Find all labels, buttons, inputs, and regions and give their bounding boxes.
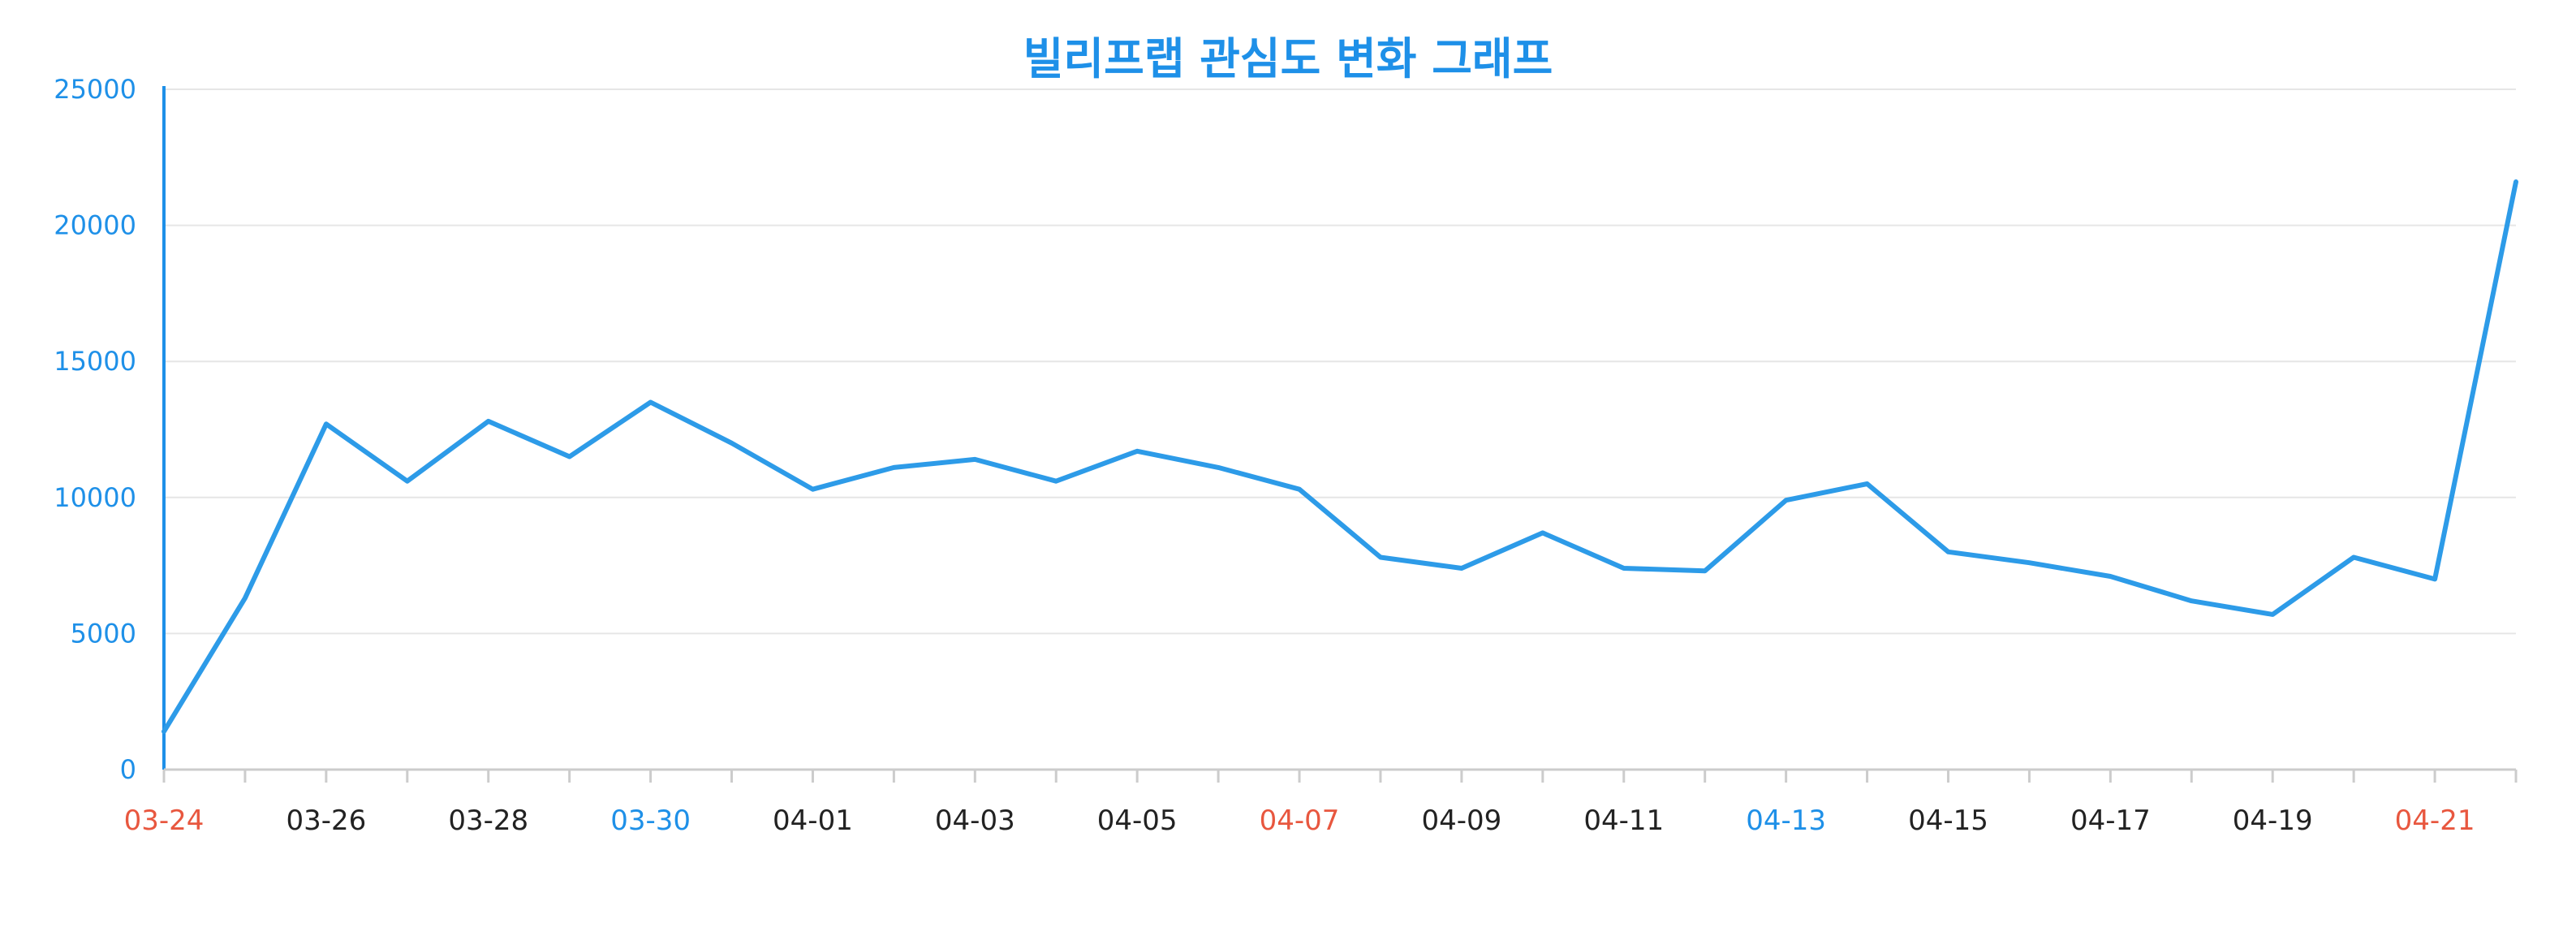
series-layer (162, 179, 2518, 735)
y-tick-label: 0 (120, 754, 136, 785)
x-tick-label: 04-05 (1097, 804, 1178, 837)
chart-title: 빌리프랩 관심도 변화 그래프 (1023, 33, 1553, 84)
grid-lines (164, 88, 2516, 635)
y-axis: 0 5000 10000 15000 20000 25000 (54, 74, 166, 785)
x-tick-label: 04-07 (1260, 804, 1340, 837)
x-tick-label: 04-11 (1583, 804, 1664, 837)
y-tick-label: 10000 (54, 482, 136, 513)
x-tick-label: 04-15 (1908, 804, 1988, 837)
y-tick-label: 20000 (54, 210, 136, 241)
x-axis: 03-24 03-26 03-28 03-30 04-01 04-03 04-05 04-07… (124, 768, 2518, 837)
x-tick-label: 03-26 (286, 804, 366, 837)
x-tick-label: 04-03 (935, 804, 1015, 837)
y-tick-label: 25000 (54, 74, 136, 105)
y-tick-label: 15000 (54, 346, 136, 377)
x-tick-label: 04-17 (2070, 804, 2151, 837)
x-tick-label: 03-24 (124, 804, 205, 837)
series-line (162, 179, 2518, 735)
x-tick-label: 04-19 (2233, 804, 2313, 837)
x-tick-label: 04-21 (2395, 804, 2475, 837)
x-tick-label: 04-13 (1746, 804, 1826, 837)
x-tick-label: 04-09 (1421, 804, 1501, 837)
x-tick-label: 03-30 (610, 804, 691, 837)
x-tick-label: 03-28 (448, 804, 528, 837)
y-tick-label: 5000 (71, 618, 136, 649)
x-tick-label: 04-01 (773, 804, 853, 837)
